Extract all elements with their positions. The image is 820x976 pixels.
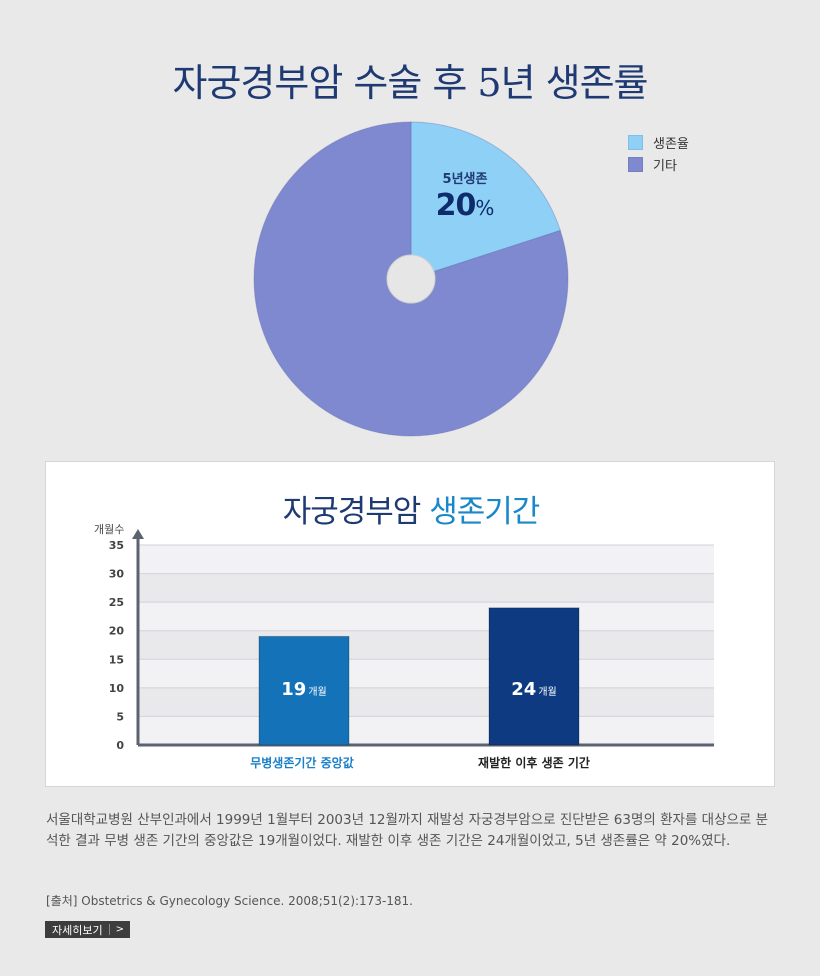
y-tick-label: 30 — [109, 568, 125, 581]
pie-annotation-label: 5년생존 — [442, 172, 488, 187]
x-category-label: 무병생존기간 중앙값 — [250, 755, 354, 770]
bar-post-recurrence-survival — [488, 607, 580, 746]
grid-band — [138, 687, 714, 717]
pie-center-hole — [386, 254, 436, 304]
chevron-right-icon: > — [115, 924, 124, 935]
grid-band — [138, 602, 714, 631]
y-tick-label: 15 — [109, 653, 124, 666]
more-details-button[interactable]: 자세히보기 > — [45, 921, 130, 938]
x-category-label: 재발한 이후 생존 기간 — [478, 755, 590, 770]
pie-annotation-value: 20% — [410, 188, 520, 223]
legend-item-survival: 생존율 — [628, 131, 689, 153]
card-title-highlight: 생존기간 — [429, 494, 540, 530]
legend-swatch-other — [628, 156, 643, 172]
y-tick-label: 5 — [116, 710, 124, 723]
grid-band — [138, 573, 714, 603]
source-citation: [출처] Obstetrics & Gynecology Science. 20… — [46, 894, 413, 908]
bar-value-label: 24 개월 — [511, 679, 556, 700]
pie-slice-survival — [410, 121, 561, 280]
button-divider — [108, 924, 110, 935]
y-tick-label: 20 — [109, 625, 125, 638]
card-title: 자궁경부암 생존기간 — [46, 486, 776, 531]
more-details-label: 자세히보기 — [52, 923, 103, 937]
description-text: 서울대학교병원 산부인과에서 1999년 1월부터 2003년 12월까지 재발… — [46, 812, 769, 849]
bar-value-label: 19 개월 — [281, 679, 326, 700]
grid-band — [138, 545, 714, 574]
grid-band — [138, 716, 714, 745]
page-title: 자궁경부암 수술 후 5년 생존률 — [172, 61, 648, 105]
y-tick-label: 10 — [109, 682, 125, 695]
legend-label-survival: 생존율 — [653, 136, 689, 152]
pie-annotation-unit: % — [475, 196, 495, 220]
y-axis-label: 개월수 — [94, 523, 124, 536]
y-tick-label: 35 — [109, 539, 124, 552]
legend-swatch-survival — [628, 134, 643, 150]
pie-slice-other — [253, 121, 569, 437]
grid-band — [138, 630, 714, 660]
card-title-main: 자궁경부암 — [282, 494, 422, 530]
y-tick-label: 0 — [116, 739, 124, 752]
y-tick-label: 25 — [109, 596, 124, 609]
legend-item-other: 기타 — [628, 153, 689, 175]
pie-legend: 생존율 기타 — [628, 131, 689, 175]
grid-band — [138, 659, 714, 688]
legend-label-other: 기타 — [653, 158, 677, 174]
y-axis-arrow-icon — [132, 529, 144, 539]
bar-disease-free-survival — [258, 635, 350, 746]
pie-annotation-number: 20 — [435, 188, 477, 223]
pie-chart — [253, 121, 569, 437]
